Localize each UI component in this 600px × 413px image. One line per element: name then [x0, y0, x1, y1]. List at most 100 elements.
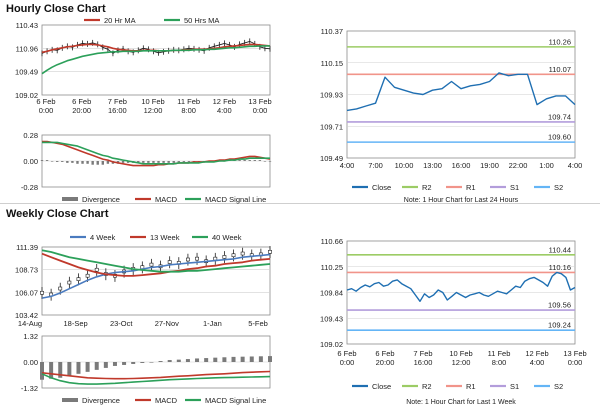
hourly-24h-level-label: 109.60	[548, 133, 571, 142]
hourly-24h-ytick-label: 109.49	[320, 154, 343, 163]
legend-40-week-label: 40 Week	[212, 233, 242, 242]
weekly-macd-ytick-label: 1.32	[23, 332, 38, 341]
hourly-price-xtick-label: 16:00	[108, 106, 127, 115]
weekly-1w-xtick-label: 0:00	[568, 358, 583, 367]
hourly-24h-level-label: 110.26	[549, 37, 571, 46]
weekly-4wk-line	[41, 253, 271, 299]
hourly-divergence-bar	[147, 161, 150, 163]
weekly-divergence-bar	[231, 356, 236, 362]
weekly-1w-xtick-label: 4:00	[530, 358, 545, 367]
weekly-divergence-bar	[103, 362, 108, 368]
weekly-1w-xtick-label: 7 Feb	[413, 349, 432, 358]
hourly-price-xtick-label: 4:00	[217, 106, 232, 115]
legend-50hrs-ma-label: 50 Hrs MA	[184, 16, 219, 25]
weekly-divergence-bar	[268, 356, 272, 362]
weekly-1w-xtick-label: 11 Feb	[488, 349, 511, 358]
hourly-24h-xtick-label: 19:00	[480, 161, 499, 170]
weekly-divergence-bar	[58, 362, 63, 378]
weekly-40wk-line	[41, 249, 271, 273]
weekly-macd-ytick-label: 0.00	[23, 358, 38, 367]
hourly-24h-xtick-label: 4:00	[568, 161, 583, 170]
hourly-ma50-line	[41, 45, 270, 75]
hourly-price-xtick-label: 6 Feb	[72, 97, 91, 106]
section-divider	[0, 203, 600, 204]
hourly-price-xtick-label: 20:00	[72, 106, 91, 115]
hourly-24h-xtick-label: 4:00	[340, 161, 355, 170]
hourly-divergence-bar	[45, 160, 49, 161]
weekly-1w-xtick-label: 16:00	[414, 358, 433, 367]
hourly-24h-ytick-label: 110.15	[321, 59, 343, 68]
hourly-divergence-bar	[66, 161, 69, 163]
hourly-divergence-bar	[268, 161, 272, 162]
hourly-price-ytick-label: 109.49	[15, 68, 38, 77]
weekly-price-body	[67, 280, 72, 285]
hourly-divergence-bar	[253, 160, 256, 161]
weekly-1w-xtick-label: 12 Feb	[525, 349, 548, 358]
weekly-1w-ytick-label: 109.43	[320, 314, 343, 323]
weekly-price-ytick-label: 106.07	[15, 288, 38, 297]
hourly-divergence-bar	[96, 161, 99, 165]
weekly-1w-xtick-label: 12:00	[452, 358, 471, 367]
weekly-divergence-bar	[149, 362, 154, 363]
weekly-1w-level-label: 109.24	[548, 321, 571, 330]
hourly-24h-xtick-label: 16:00	[452, 161, 471, 170]
hourly-divergence-bar	[167, 161, 170, 163]
weekly-price-xtick-label: 23-Oct	[110, 319, 133, 328]
weekly-divergence-bar	[176, 359, 181, 362]
weekly-1w-legend-r2-label: R2	[422, 382, 432, 391]
hourly-divergence-bar	[137, 161, 140, 163]
hourly-divergence-bar	[162, 161, 165, 163]
hourly-24h-ytick-label: 109.93	[320, 91, 343, 100]
hourly-divergence-bar	[71, 161, 74, 163]
hourly-24h-xtick-label: 10:00	[395, 161, 414, 170]
hourly-section-title: Hourly Close Chart	[6, 3, 106, 15]
weekly-price-xtick-label: 14-Aug	[18, 319, 42, 328]
hourly-24h-ytick-label: 109.71	[320, 122, 343, 131]
weekly-price-xtick-label: 27-Nov	[155, 319, 179, 328]
weekly-divergence-bar	[67, 362, 72, 376]
weekly-price-body	[231, 253, 236, 258]
hourly-divergence-bar	[76, 161, 79, 164]
weekly-divergence-bar	[185, 359, 190, 362]
hourly-divergence-bar	[50, 161, 54, 162]
hourly-price-xtick-label: 12 Feb	[213, 97, 236, 106]
hourly-divergence-bar	[106, 161, 110, 164]
hourly-price-frame	[41, 24, 271, 96]
weekly-price-body	[94, 267, 99, 272]
hourly-divergence-bar	[182, 161, 186, 162]
hourly-24h-level-label: 109.74	[548, 112, 571, 121]
hourly-24h-legend-close-label: Close	[372, 183, 391, 192]
hourly-24h-note: Note: 1 Hour Chart for Last 24 Hours	[404, 197, 519, 204]
weekly-divergence-bar	[49, 362, 54, 379]
weekly-1w-xtick-label: 8:00	[492, 358, 507, 367]
hourly-divergence-bar	[40, 160, 44, 161]
weekly-macd-line	[41, 370, 271, 380]
weekly-price-body	[240, 251, 245, 256]
weekly-price-ytick-label: 103.42	[15, 311, 38, 320]
legend-13-week-label: 13 Week	[150, 233, 180, 242]
hourly-price-xtick-label: 12:00	[144, 106, 163, 115]
hourly-24h-close-line	[346, 72, 576, 112]
hourly-price-xtick-label: 0:00	[253, 106, 268, 115]
weekly-section-title: Weekly Close Chart	[6, 208, 109, 220]
hourly-divergence-bar	[126, 161, 130, 163]
weekly-1w-level-label: 110.16	[549, 263, 571, 272]
weekly-price-body	[149, 262, 154, 267]
weekly-1w-ytick-label: 109.02	[320, 340, 343, 349]
weekly-price-xtick-label: 18-Sep	[64, 319, 88, 328]
hourly-price-ytick-label: 109.02	[15, 91, 38, 100]
hourly-macd-line	[42, 140, 271, 167]
weekly-1w-ytick-label: 109.84	[320, 289, 343, 298]
weekly-price-body	[186, 257, 190, 262]
weekly-price-frame	[41, 246, 271, 316]
weekly-divergence-bar	[131, 362, 136, 364]
weekly-1w-xtick-label: 10 Feb	[449, 349, 472, 358]
weekly-divergence-bar	[40, 362, 44, 380]
hourly-divergence-bar	[243, 160, 246, 161]
hourly-price-xtick-label: 13 Feb	[248, 97, 271, 106]
weekly-1w-xtick-label: 6 Feb	[337, 349, 356, 358]
hourly-divergence-bar	[238, 160, 241, 161]
hourly-price-xtick-label: 10 Feb	[141, 97, 164, 106]
weekly-divergence-bar	[258, 356, 263, 362]
weekly-macd-ytick-label: -1.32	[21, 384, 38, 393]
